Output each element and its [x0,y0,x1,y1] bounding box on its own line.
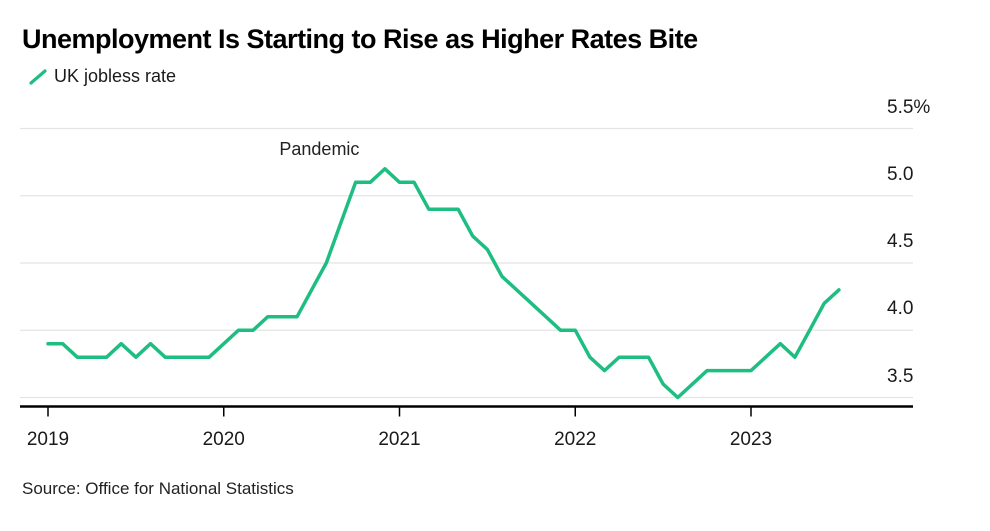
y-axis-label-5.5%: 5.5% [887,96,931,118]
x-axis-label-2020: 2020 [202,429,245,450]
y-axis-label-4.5: 4.5 [887,231,914,252]
x-axis-label-2023: 2023 [729,429,773,450]
jobless-rate-line [46,167,841,400]
legend: UK jobless rate [29,66,176,87]
legend-label: UK jobless rate [54,66,177,86]
y-axis-label-3.5: 3.5 [887,365,914,387]
y-axis-label-4.0: 4.0 [887,298,914,320]
legend-line-icon [29,68,47,85]
x-axis-label-2021: 2021 [378,429,421,450]
chart-title: Unemployment Is Starting to Rise as High… [22,24,698,54]
pandemic-annotation: Pandemic [279,139,360,160]
x-axis-label-2019: 2019 [26,429,70,450]
source-note: Source: Office for National Statistics [22,479,294,498]
y-axis-label-5.0: 5.0 [887,163,914,185]
x-axis-label-2022: 2022 [554,429,597,450]
